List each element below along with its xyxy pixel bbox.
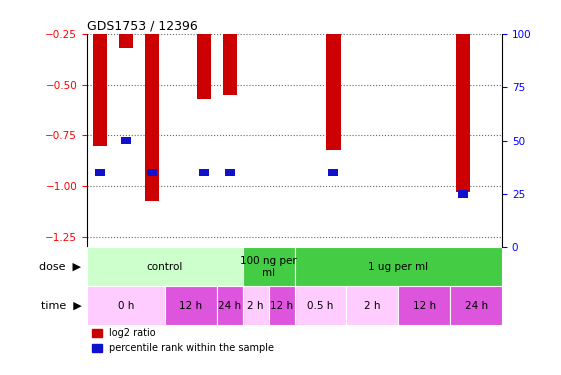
Text: 24 h: 24 h: [465, 301, 488, 310]
Bar: [458, 190, 468, 198]
Bar: [242, 248, 295, 286]
Bar: [93, 34, 107, 146]
Bar: [217, 286, 242, 325]
Text: 2 h: 2 h: [247, 301, 264, 310]
Text: GDS1753 / 12396: GDS1753 / 12396: [87, 20, 197, 33]
Text: dose  ▶: dose ▶: [39, 262, 81, 272]
Bar: [196, 34, 211, 99]
Text: 1 ug per ml: 1 ug per ml: [368, 262, 429, 272]
Bar: [456, 34, 470, 192]
Bar: [165, 286, 217, 325]
Text: 12 h: 12 h: [179, 301, 203, 310]
Bar: [145, 34, 159, 201]
Bar: [398, 286, 450, 325]
Text: 12 h: 12 h: [413, 301, 436, 310]
Text: 24 h: 24 h: [218, 301, 241, 310]
Bar: [242, 286, 269, 325]
Bar: [87, 286, 165, 325]
Bar: [327, 34, 341, 150]
Text: 100 ng per
ml: 100 ng per ml: [240, 256, 297, 278]
Bar: [295, 248, 502, 286]
Bar: [450, 286, 502, 325]
Text: control: control: [146, 262, 183, 272]
Text: 0 h: 0 h: [118, 301, 134, 310]
Bar: [95, 169, 105, 176]
Text: 0.5 h: 0.5 h: [307, 301, 334, 310]
Bar: [147, 169, 157, 176]
Bar: [119, 34, 133, 48]
Text: 2 h: 2 h: [364, 301, 380, 310]
Text: time  ▶: time ▶: [40, 301, 81, 310]
Bar: [121, 137, 131, 144]
Bar: [295, 286, 346, 325]
Bar: [87, 248, 242, 286]
Bar: [224, 169, 234, 176]
Legend: log2 ratio, percentile rank within the sample: log2 ratio, percentile rank within the s…: [92, 328, 274, 353]
Bar: [269, 286, 295, 325]
Bar: [347, 286, 398, 325]
Bar: [199, 169, 209, 176]
Bar: [223, 34, 237, 95]
Bar: [328, 169, 338, 176]
Text: 12 h: 12 h: [270, 301, 293, 310]
